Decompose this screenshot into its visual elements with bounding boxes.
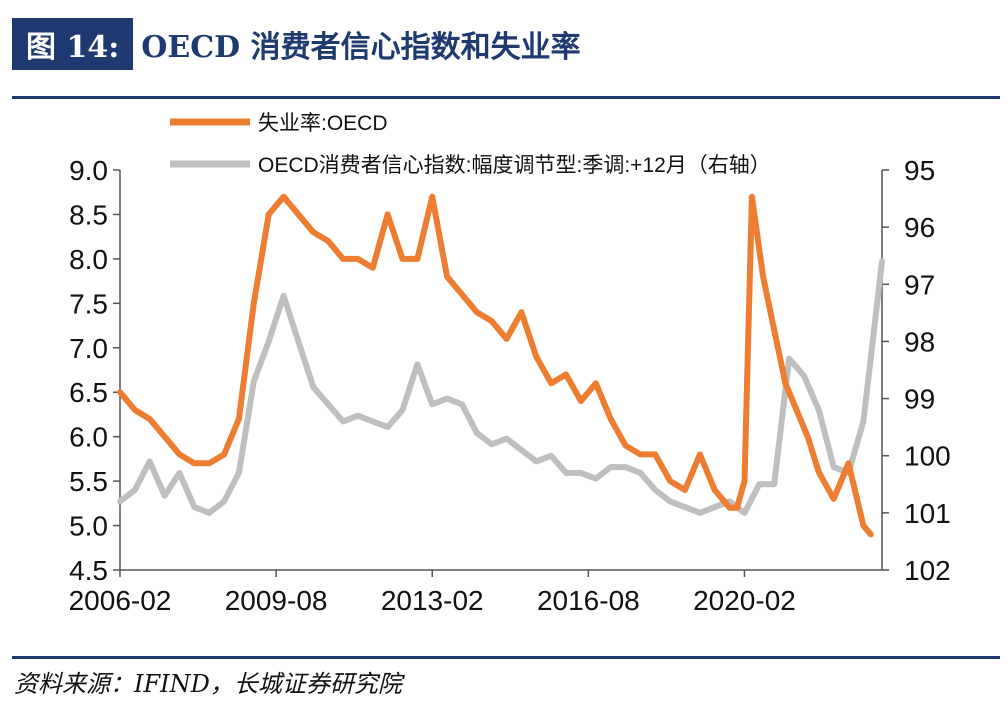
y-left-tick-label: 7.5 [69,288,108,319]
legend-label-unemployment: 失业率:OECD [258,112,388,135]
y-right-tick-label: 99 [904,384,935,415]
y-axis-left: 9.0 8.5 8.0 7.5 7.0 6.5 6.0 5.5 5.0 4.5 [69,155,121,586]
y-right-tick-label: 102 [904,555,951,586]
x-tick-label: 2009-08 [225,585,328,616]
series-line-unemployment [117,193,874,538]
y-right-tick-label: 98 [904,326,935,357]
source-note: 资料来源：IFIND，长城证券研究院 [14,670,402,698]
y-right-tick-label: 101 [904,498,951,529]
y-left-tick-label: 6.0 [69,422,108,453]
y-left-tick-label: 8.5 [69,199,108,230]
x-tick-label: 2006-02 [69,585,172,616]
figure-label: 图 14: [12,18,134,70]
y-right-tick-label: 100 [904,441,951,472]
x-tick-label: 2016-08 [537,585,640,616]
x-tick-label: 2020-02 [693,585,796,616]
y-right-tick-label: 97 [904,269,935,300]
y-left-tick-label: 4.5 [69,555,108,586]
bottom-rule [12,656,1000,659]
y-left-tick-label: 7.0 [69,333,108,364]
chart: 失业率:OECD OECD消费者信心指数:幅度调节型:季调:+12月（右轴） 9… [69,112,951,616]
y-left-tick-label: 6.5 [69,377,108,408]
y-left-tick-label: 8.0 [69,244,108,275]
series-line-consumer-confidence [117,258,885,516]
legend-label-confidence: OECD消费者信心指数:幅度调节型:季调:+12月（右轴） [258,154,771,177]
y-left-tick-label: 9.0 [69,155,108,186]
y-axis-right: 95 96 97 98 99 100 101 102 [881,155,951,586]
y-right-tick-label: 95 [904,155,935,186]
series-layer [117,193,885,538]
x-tick-label: 2013-02 [381,585,484,616]
top-rule [12,96,1000,99]
x-axis: 2006-02 2009-08 2013-02 2016-08 2020-02 [69,569,882,616]
legend: 失业率:OECD OECD消费者信心指数:幅度调节型:季调:+12月（右轴） [170,112,771,177]
y-left-tick-label: 5.0 [69,511,108,542]
y-right-tick-label: 96 [904,212,935,243]
figure-header: 图 14: OECD 消费者信心指数和失业率 [12,18,581,70]
figure-title: OECD 消费者信心指数和失业率 [141,30,581,65]
y-left-tick-label: 5.5 [69,466,108,497]
